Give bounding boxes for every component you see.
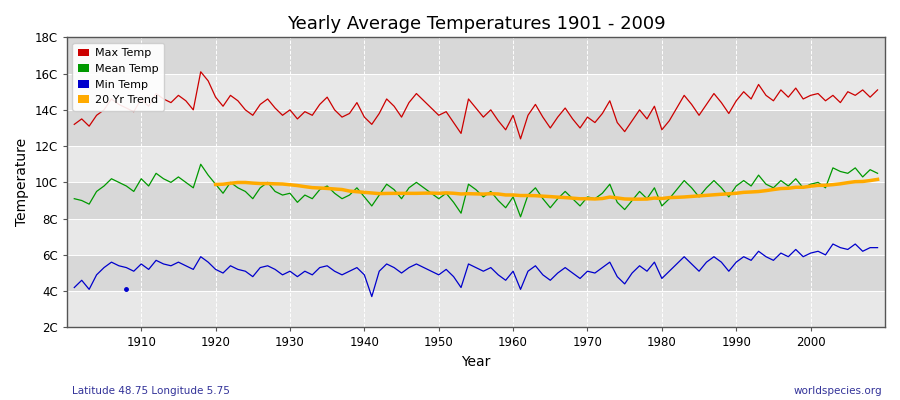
Bar — [67, 182, 885, 219]
Y-axis label: Temperature: Temperature — [15, 138, 29, 226]
Bar — [67, 37, 885, 74]
Text: Latitude 48.75 Longitude 5.75: Latitude 48.75 Longitude 5.75 — [72, 386, 230, 396]
Legend: Max Temp, Mean Temp, Min Temp, 20 Yr Trend: Max Temp, Mean Temp, Min Temp, 20 Yr Tre… — [72, 43, 164, 111]
X-axis label: Year: Year — [461, 355, 491, 369]
Title: Yearly Average Temperatures 1901 - 2009: Yearly Average Temperatures 1901 - 2009 — [286, 15, 665, 33]
Text: worldspecies.org: worldspecies.org — [794, 386, 882, 396]
Bar — [67, 255, 885, 291]
Bar — [67, 110, 885, 146]
